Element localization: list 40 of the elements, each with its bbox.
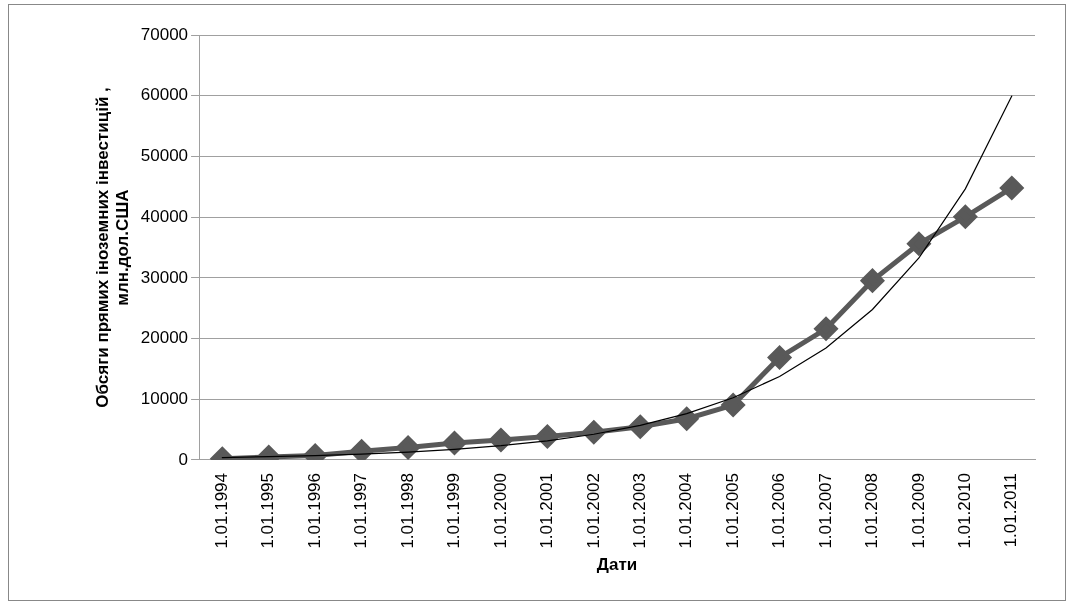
- y-tick-label: 10000: [140, 388, 189, 408]
- y-tick-label: 40000: [140, 206, 189, 226]
- x-tick-label: 1.01.2008: [862, 472, 882, 549]
- point: [860, 269, 884, 293]
- point: [443, 431, 466, 455]
- point: [721, 393, 745, 417]
- y-tick-label: 50000: [140, 146, 189, 166]
- x-tick-label: 1.01.2002: [583, 472, 603, 549]
- x-tick-label: 1.01.2001: [537, 472, 557, 549]
- point: [953, 205, 977, 229]
- x-tick-label: 1.01.2010: [955, 472, 975, 549]
- x-tick-label: 1.01.2000: [490, 472, 510, 549]
- x-tick-label: 1.01.1998: [397, 472, 417, 549]
- y-tick-label: 60000: [140, 85, 189, 105]
- point: [907, 232, 931, 256]
- y-tick-label: 0: [178, 449, 189, 469]
- y-tick-label: 30000: [140, 267, 189, 287]
- x-axis-title: Дати: [596, 555, 638, 575]
- point: [768, 345, 792, 369]
- x-tick-label: 1.01.2009: [908, 472, 928, 549]
- x-tick-label: 1.01.1995: [258, 472, 278, 549]
- x-tick-label: 1.01.1997: [351, 472, 371, 549]
- y-axis-title: Обсяги прямих іноземних інвестицій , млн.дол.США: [92, 87, 133, 408]
- x-tick-label: 1.01.1994: [211, 472, 231, 549]
- point: [396, 435, 420, 459]
- point: [675, 407, 699, 431]
- x-tick-label: 1.01.2011: [1001, 472, 1021, 548]
- x-tick-label: 1.01.2004: [676, 472, 696, 549]
- x-tick-label: 1.01.2007: [815, 472, 835, 549]
- x-tick-label: 1.01.1999: [444, 472, 464, 549]
- y-tick-label: 70000: [140, 24, 189, 44]
- x-tick-label: 1.01.2006: [769, 472, 789, 549]
- y-tick-label: 20000: [140, 328, 189, 348]
- point: [535, 424, 559, 448]
- point: [1000, 176, 1024, 200]
- point: [814, 317, 838, 341]
- point: [489, 428, 513, 452]
- x-tick-label: 1.01.2005: [722, 472, 742, 549]
- x-tick-label: 1.01.2003: [629, 472, 649, 549]
- x-tick-label: 1.01.1996: [304, 472, 324, 549]
